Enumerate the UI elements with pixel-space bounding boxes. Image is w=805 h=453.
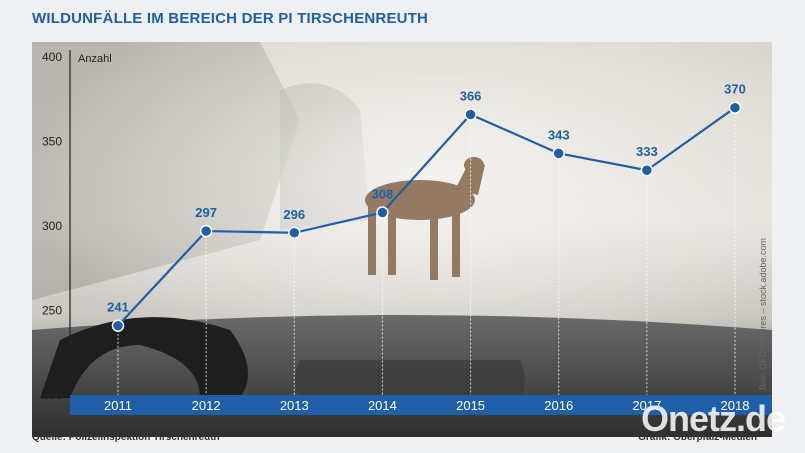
data-label: 370 [724, 82, 746, 97]
data-point [728, 101, 742, 114]
y-tick-labels: 200 250 300 350 400 [42, 50, 62, 402]
data-point [640, 163, 654, 177]
data-label: 343 [548, 127, 570, 142]
drop-lines [117, 107, 736, 395]
x-tick-label: 2014 [368, 398, 397, 413]
data-label: 308 [372, 186, 394, 201]
x-tick-labels: 2011 2012 2013 2014 2015 2016 2017 2018 [104, 398, 749, 413]
y-tick-label: 400 [42, 50, 62, 64]
x-tick-label: 2018 [721, 398, 750, 413]
background-photo [32, 42, 772, 437]
x-tick-label: 2013 [280, 398, 309, 413]
y-tick-label: 250 [42, 304, 62, 318]
chart-title: WILDUNFÄLLE IM BEREICH DER PI TIRSCHENRE… [32, 10, 429, 27]
data-point [464, 108, 477, 121]
y-tick-label: 300 [42, 219, 62, 233]
data-label: 333 [636, 144, 658, 159]
data-label: 297 [195, 205, 217, 220]
onetz-watermark: Onetz.de [640, 398, 786, 439]
year-band [70, 395, 772, 415]
data-point [199, 224, 213, 238]
data-label: 241 [107, 300, 129, 315]
series-line [117, 106, 736, 327]
y-tick-label: 350 [42, 135, 62, 149]
data-label: 366 [460, 88, 482, 103]
source-note: Quelle: Polizeiinspektion Tirschenreuth [32, 432, 220, 443]
y-tick-label: 200 [42, 388, 62, 402]
data-point [288, 226, 301, 240]
data-point [111, 319, 125, 332]
x-tick-label: 2012 [192, 398, 221, 413]
data-label: 296 [283, 207, 305, 222]
data-point [376, 206, 389, 219]
data-point [552, 147, 565, 160]
x-tick-label: 2017 [632, 398, 661, 413]
y-axis-label: Anzahl [78, 53, 112, 65]
photo-credit: Bild: OFC Pictures – stock.adobe.com [758, 237, 768, 390]
x-tick-label: 2011 [104, 398, 132, 413]
x-tick-label: 2016 [544, 398, 573, 413]
graphic-credit: Grafik: Oberpfalz-Medien [638, 432, 757, 443]
deer-silhouette [365, 157, 485, 280]
x-tick-label: 2015 [456, 398, 485, 413]
data-points: 241 297 296 308 366 343 333 370 [107, 82, 746, 332]
